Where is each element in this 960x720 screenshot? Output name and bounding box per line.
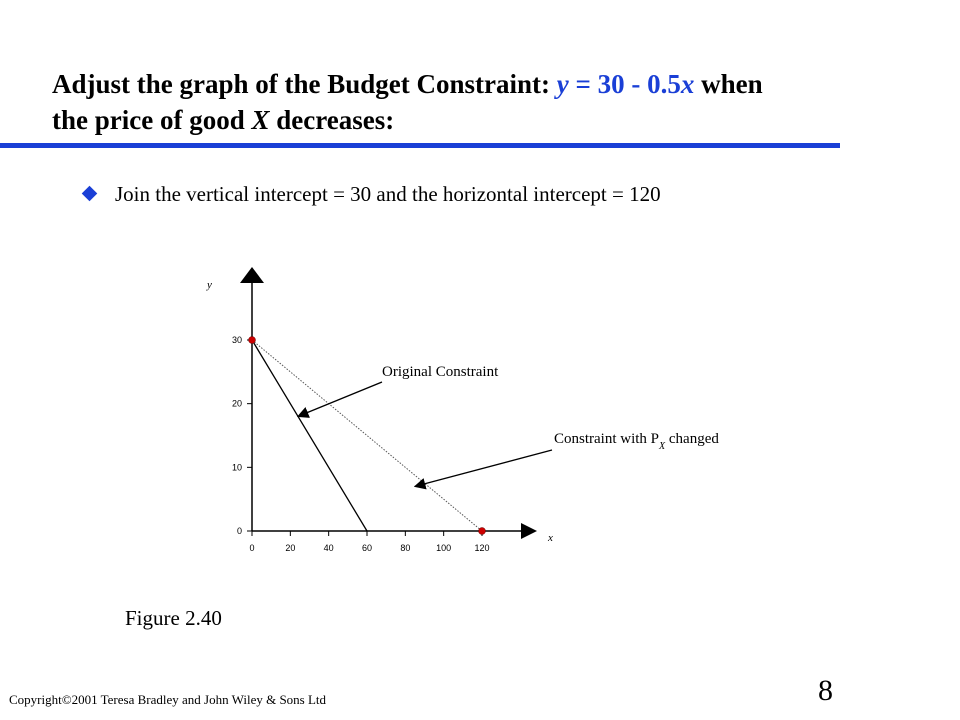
bullet-item: Join the vertical intercept = 30 and the… [81,180,661,208]
page-number: 8 [818,674,833,707]
y-axis-arrow-icon [240,267,264,283]
y-tick-label: 30 [232,335,242,345]
y-tick-label: 20 [232,399,242,409]
title-when: when [694,69,763,99]
title-prefix: Adjust the graph of the Budget Constrain… [52,69,557,99]
vertical-intercept-point [248,336,256,344]
annotation-original: Original Constraint [382,364,499,380]
x-tick-label: 60 [362,543,372,553]
title-line2-suffix: decreases: [269,105,395,135]
budget-equation: y = 30 - 0.5x [557,69,695,99]
annotation-text: Original Constraint [382,364,499,380]
equation-x: x [680,69,695,99]
x-tick-label: 0 [249,543,254,553]
bullet-text: Join the vertical intercept = 30 and the… [115,182,661,206]
x-tick-label: 120 [474,543,489,553]
annotation-subscript: X [658,441,666,452]
x-tick-label: 80 [400,543,410,553]
original-constraint-line [251,339,368,532]
annotation-arrow-original [296,381,383,418]
title-line2-prefix: the price of good [52,105,252,135]
title-good-x: X [251,105,270,135]
x-tick-label: 100 [436,543,451,553]
figure-label: Figure 2.40 [125,606,222,630]
copyright-notice: Copyright©2001 Teresa Bradley and John W… [9,692,327,707]
horizontal-intercept-point [478,527,486,535]
x-axis-label: x [547,532,553,544]
x-tick-label: 20 [285,543,295,553]
annotation-arrow-changed [413,449,553,490]
annotation-suffix: changed [665,431,719,447]
annotation-changed: Constraint with PX changed [554,431,719,452]
changed-constraint-line [251,339,483,532]
equation-y: y [556,69,569,99]
annotation-text: Constraint with P [554,431,659,447]
y-axis-label: y [206,279,212,291]
y-tick-label: 0 [237,526,242,536]
y-tick-label: 10 [232,462,242,472]
x-axis-arrow-icon [521,523,537,539]
equation-middle: = 30 - 0.5 [568,69,681,99]
slide-title: Adjust the graph of the Budget Constrain… [52,66,912,138]
x-tick-label: 40 [324,543,334,553]
title-underline [0,143,840,148]
